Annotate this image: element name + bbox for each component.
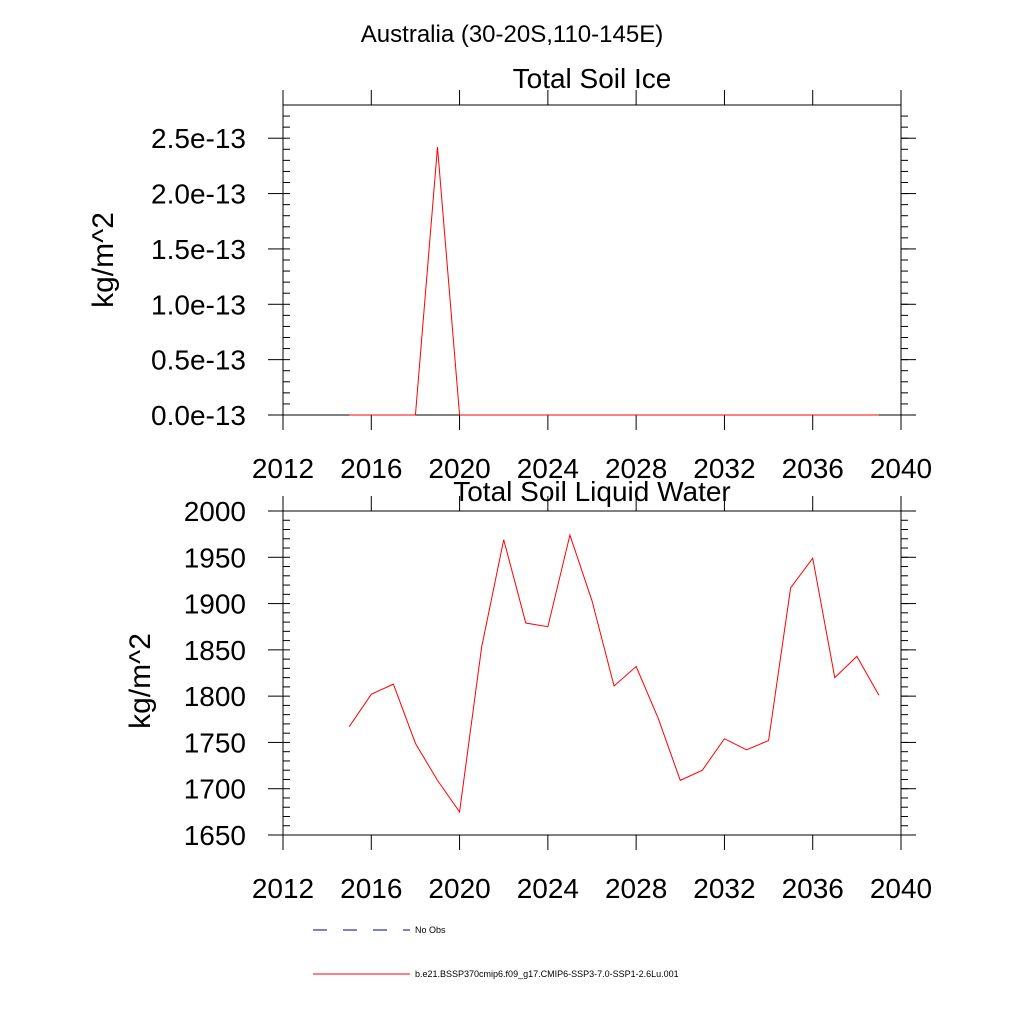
figure-title: Australia (30-20S,110-145E) [361, 21, 663, 48]
x-tick-label: 2028 [605, 453, 667, 484]
tick-layer: 2012 2016 2020 2024 2028 2032 2036 2040 1650 1700… [184, 496, 932, 904]
x-tick-label: 2016 [340, 453, 402, 484]
y-tick-label: 1900 [184, 589, 246, 620]
x-tick-label: 2028 [605, 873, 667, 904]
panel-total-soil-ice: Total Soil Ice kg/m^2 2012 2016 2020 2024 20… [87, 63, 932, 484]
x-tick-label: 2020 [428, 453, 490, 484]
y-tick-label: 1.0e-13 [151, 289, 246, 320]
legend-label-no-obs: No Obs [415, 925, 446, 935]
x-tick-label: 2040 [870, 873, 932, 904]
panel-title: Total Soil Ice [513, 63, 672, 94]
x-tick-label: 2012 [252, 453, 314, 484]
legend: No Obs b.e21.BSSP370cmip6.f09_g17.CMIP6-… [313, 925, 679, 979]
x-tick-label: 2036 [782, 873, 844, 904]
x-tick-label: 2016 [340, 873, 402, 904]
y-tick-label: 2000 [184, 496, 246, 527]
y-axis-label: kg/m^2 [87, 212, 120, 308]
x-tick-label: 2040 [870, 453, 932, 484]
y-tick-label: 1700 [184, 774, 246, 805]
x-tick-label: 2032 [693, 453, 755, 484]
series-layer [348, 533, 880, 814]
plot-area-frame [282, 104, 902, 416]
tick-layer: 2012 2016 2020 2024 2028 2032 2036 2040 0.0e-13 0… [151, 90, 932, 484]
x-tick-label: 2020 [428, 873, 490, 904]
x-tick-label: 2024 [517, 453, 579, 484]
y-tick-label: 2.5e-13 [151, 123, 246, 154]
series-line [348, 533, 880, 814]
x-tick-label: 2032 [693, 873, 755, 904]
plot-area-frame [282, 510, 902, 836]
y-tick-label: 2.0e-13 [151, 179, 246, 210]
y-tick-label: 1.5e-13 [151, 234, 246, 265]
y-tick-label: 1800 [184, 681, 246, 712]
y-tick-label: 1650 [184, 820, 246, 851]
x-tick-label: 2012 [252, 873, 314, 904]
y-tick-label: 0.0e-13 [151, 400, 246, 431]
x-tick-label: 2024 [517, 873, 579, 904]
panel-total-soil-liquid-water: Total Soil Liquid Water kg/m^2 2012 2016 2… [124, 476, 932, 904]
y-tick-label: 1950 [184, 542, 246, 573]
series-line [349, 147, 879, 416]
y-tick-label: 1850 [184, 635, 246, 666]
series-layer [349, 147, 879, 416]
y-axis-label: kg/m^2 [124, 633, 157, 729]
y-tick-label: 1750 [184, 727, 246, 758]
y-tick-label: 0.5e-13 [151, 345, 246, 376]
legend-label-model-run: b.e21.BSSP370cmip6.f09_g17.CMIP6-SSP3-7.… [415, 969, 679, 979]
panel-title: Total Soil Liquid Water [453, 476, 731, 507]
x-tick-label: 2036 [782, 453, 844, 484]
